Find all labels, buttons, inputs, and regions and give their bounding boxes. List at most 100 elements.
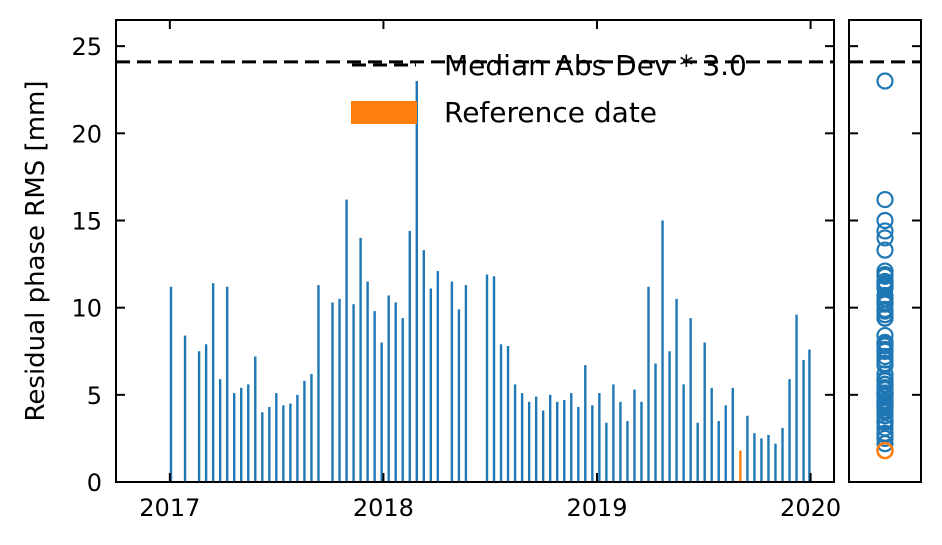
y-tick-label-10: 10 (71, 295, 102, 323)
bar-17 (303, 380, 306, 482)
bar-47 (541, 410, 545, 482)
y-tick-label-15: 15 (71, 207, 102, 235)
bar-29 (394, 302, 397, 482)
bar-70 (703, 342, 706, 482)
legend-reference-patch (351, 101, 417, 124)
bar-19 (317, 285, 320, 482)
side-point-82 (876, 370, 894, 388)
bar-52 (577, 407, 580, 482)
bar-83 (795, 314, 798, 482)
bar-46 (534, 396, 538, 482)
bar-55 (598, 393, 601, 482)
bar-69 (696, 422, 699, 482)
legend: Median Abs Dev * 3.0 Reference date (351, 49, 747, 129)
side-points-group (876, 72, 894, 460)
bar-33 (422, 250, 425, 482)
y-tick-label-0: 0 (87, 469, 102, 497)
bar-23 (352, 304, 355, 482)
bar-26 (373, 311, 376, 482)
bar-3 (204, 344, 208, 482)
bar-22 (345, 199, 348, 482)
side-point-reference (876, 441, 894, 460)
bar-34 (429, 288, 433, 482)
side-point-40 (876, 267, 894, 285)
y-tick-label-20: 20 (71, 120, 102, 148)
bar-72 (717, 420, 720, 482)
side-point-83 (876, 306, 894, 324)
bar-61 (640, 401, 643, 482)
bar-37 (457, 309, 461, 482)
reference-bar (739, 450, 742, 482)
bar-68 (689, 318, 692, 482)
bar-78 (760, 438, 763, 482)
bar-12 (268, 407, 271, 482)
bar-5 (218, 379, 222, 482)
bar-10 (254, 356, 257, 482)
bar-56 (605, 422, 608, 482)
bar-71 (710, 387, 713, 482)
bar-11 (261, 412, 264, 482)
bar-31 (408, 230, 411, 482)
bar-81 (781, 427, 784, 482)
bar-44 (520, 393, 524, 482)
y-tick-label-25: 25 (71, 33, 102, 61)
bar-15 (289, 403, 292, 482)
bar-38 (464, 285, 468, 482)
bar-45 (527, 401, 531, 482)
side-plot-frame (848, 19, 922, 483)
bar-1 (183, 335, 187, 482)
bar-14 (282, 405, 285, 482)
bar-54 (591, 405, 594, 482)
bar-36 (450, 281, 454, 482)
side-point-76 (876, 407, 894, 425)
bar-13 (275, 393, 278, 482)
bar-2 (197, 351, 201, 482)
side-point-64 (876, 211, 894, 230)
bar-0 (169, 286, 173, 482)
bar-28 (387, 295, 390, 482)
main-plot-frame (115, 19, 835, 483)
bar-35 (436, 271, 440, 482)
bar-41 (499, 344, 503, 482)
bar-30 (401, 318, 404, 482)
bar-63 (654, 363, 657, 482)
x-tick-label-2019: 2019 (566, 494, 627, 522)
bar-73 (724, 405, 727, 482)
bar-42 (506, 346, 510, 482)
bar-40 (492, 276, 496, 482)
bar-85 (808, 349, 811, 482)
bar-48 (548, 394, 552, 482)
bar-77 (753, 433, 756, 482)
bar-53 (584, 365, 587, 482)
bar-59 (626, 420, 629, 482)
bars-group (169, 81, 811, 483)
side-point-70 (876, 333, 894, 352)
bar-60 (633, 389, 636, 482)
bar-67 (682, 384, 685, 482)
bar-43 (513, 384, 517, 482)
y-axis-label: Residual phase RMS [mm] (21, 81, 51, 422)
legend-threshold-label: Median Abs Dev * 3.0 (444, 49, 747, 82)
bar-49 (556, 401, 559, 482)
bar-7 (233, 393, 236, 482)
bar-57 (612, 384, 615, 482)
bar-64 (661, 220, 664, 483)
side-point-37 (876, 300, 894, 318)
bar-66 (675, 298, 678, 482)
side-scatter-plot (848, 19, 922, 483)
legend-reference-label: Reference date (444, 96, 657, 129)
bar-18 (310, 373, 313, 482)
bar-27 (380, 342, 383, 482)
main-plot: 2017 2018 2019 2020 0 5 10 15 20 25 (71, 19, 841, 522)
bar-58 (619, 401, 622, 482)
x-tick-label-2017: 2017 (139, 494, 200, 522)
bar-65 (668, 351, 671, 482)
bar-24 (359, 237, 362, 482)
x-tick-label-2020: 2020 (780, 494, 841, 522)
y-tick-label-5: 5 (87, 382, 102, 410)
side-point-74 (876, 379, 894, 397)
x-axis: 2017 2018 2019 2020 (139, 20, 841, 522)
bar-74 (731, 387, 734, 482)
bar-8 (240, 387, 243, 482)
